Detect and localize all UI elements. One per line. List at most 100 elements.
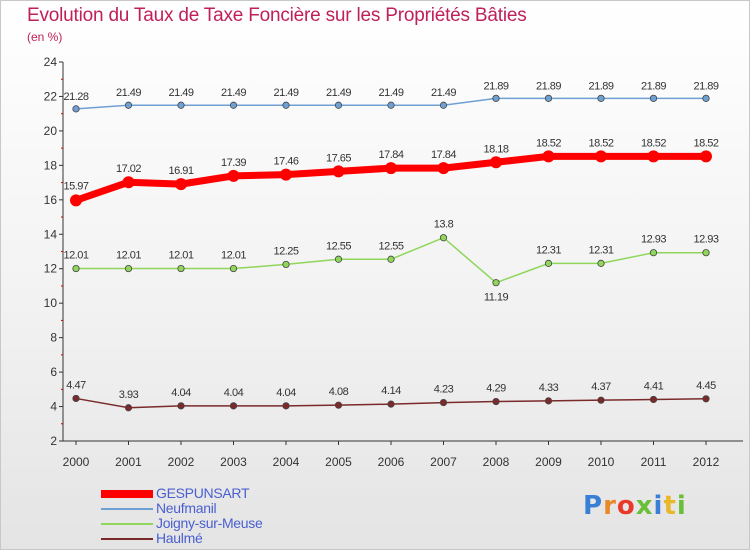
legend-label: Haulmé <box>156 530 203 546</box>
x-tick-label: 2008 <box>483 455 510 469</box>
x-tick-label: 2002 <box>168 455 195 469</box>
data-label: 13.8 <box>434 219 454 231</box>
data-point <box>70 194 82 207</box>
data-point <box>282 260 290 269</box>
data-point <box>282 101 290 109</box>
data-point <box>175 178 187 191</box>
data-point <box>227 169 240 182</box>
data-point <box>282 402 290 410</box>
data-label: 18.52 <box>588 137 613 149</box>
data-point <box>124 264 133 273</box>
legend-label: Neufmanil <box>156 500 217 516</box>
data-point <box>439 234 448 242</box>
data-label: 4.23 <box>434 384 454 396</box>
data-label: 21.49 <box>221 87 246 99</box>
data-point <box>334 255 343 263</box>
data-point <box>702 249 710 257</box>
data-label: 12.01 <box>63 250 88 262</box>
data-point <box>387 255 395 263</box>
data-point <box>702 395 710 403</box>
data-label: 21.49 <box>273 87 298 99</box>
data-point <box>122 176 135 189</box>
data-label: 21.49 <box>378 87 403 99</box>
data-point <box>177 402 185 410</box>
data-point <box>439 398 448 407</box>
y-tick-label: 20 <box>44 124 58 138</box>
data-label: 12.01 <box>221 250 246 262</box>
data-point <box>647 150 660 163</box>
x-tick-label: 2009 <box>535 455 562 469</box>
y-tick-label: 24 <box>44 55 58 69</box>
data-point <box>177 101 185 109</box>
legend-swatch <box>101 490 153 498</box>
data-label: 21.89 <box>693 80 718 92</box>
data-point <box>72 264 80 273</box>
x-tick-label: 2003 <box>220 455 247 469</box>
data-label: 4.29 <box>486 383 506 395</box>
data-point <box>385 162 397 175</box>
x-tick-label: 2012 <box>693 455 720 469</box>
y-tick-label: 14 <box>44 227 58 241</box>
data-point <box>229 101 238 109</box>
y-tick-label: 22 <box>44 89 58 103</box>
data-point <box>124 404 133 412</box>
data-point <box>334 401 343 409</box>
data-label: 17.84 <box>378 149 403 161</box>
data-label: 21.89 <box>536 80 561 92</box>
data-point <box>177 264 185 273</box>
legend-swatch <box>101 523 153 525</box>
legend-swatch <box>101 538 153 540</box>
data-label: 21.49 <box>116 87 141 99</box>
data-point <box>280 168 292 181</box>
data-point <box>387 400 395 408</box>
data-point <box>544 94 553 102</box>
data-point <box>492 397 500 406</box>
legend-label: Joigny-sur-Meuse <box>156 515 263 531</box>
data-label: 17.02 <box>116 163 141 175</box>
data-point <box>124 101 133 109</box>
data-label: 21.89 <box>641 80 666 92</box>
data-point <box>490 156 502 169</box>
legend-item: Haulmé <box>101 530 401 546</box>
data-label: 4.08 <box>329 386 349 398</box>
data-label: 4.04 <box>171 387 191 399</box>
x-tick-label: 2000 <box>63 455 90 469</box>
data-label: 18.18 <box>483 143 508 155</box>
data-label: 18.52 <box>641 137 666 149</box>
data-label: 12.01 <box>168 250 193 262</box>
data-point <box>387 101 395 109</box>
data-label: 17.65 <box>326 152 351 164</box>
data-point <box>597 259 605 267</box>
data-label: 12.31 <box>536 244 561 256</box>
x-tick-label: 2004 <box>273 455 300 469</box>
y-tick-label: 16 <box>44 193 58 207</box>
y-tick-label: 2 <box>50 434 57 448</box>
data-label: 21.28 <box>63 91 88 103</box>
data-point <box>542 150 555 163</box>
data-point <box>597 396 605 404</box>
x-tick-label: 2001 <box>115 455 142 469</box>
data-label: 4.14 <box>381 385 401 397</box>
data-label: 12.93 <box>641 234 666 246</box>
x-tick-label: 2005 <box>325 455 352 469</box>
data-label: 4.04 <box>276 387 296 399</box>
data-point <box>492 94 500 102</box>
legend-item: Neufmanil <box>101 500 401 516</box>
data-point <box>332 165 345 178</box>
data-point <box>649 94 658 102</box>
proxiti-logo: Proxiti <box>583 491 687 521</box>
data-point <box>492 279 500 287</box>
x-tick-label: 2011 <box>641 455 667 469</box>
data-label: 21.49 <box>431 87 456 99</box>
data-label: 18.52 <box>536 137 561 149</box>
data-label: 4.47 <box>66 379 86 391</box>
data-point <box>334 101 343 109</box>
data-label: 15.97 <box>63 180 88 192</box>
data-label: 17.46 <box>273 156 298 168</box>
data-point <box>72 105 80 113</box>
data-label: 12.31 <box>588 244 613 256</box>
data-label: 4.04 <box>224 387 244 399</box>
data-label: 12.93 <box>693 234 718 246</box>
